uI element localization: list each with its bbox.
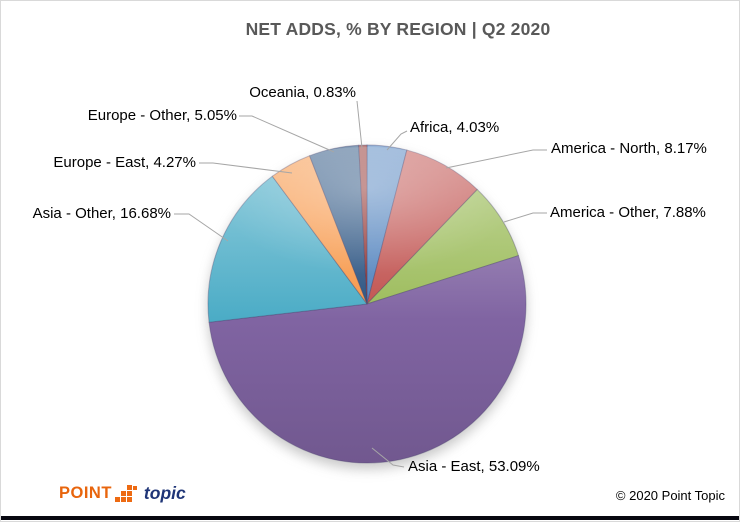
leader-line xyxy=(239,115,335,153)
leader-line xyxy=(503,212,547,223)
leader-line xyxy=(371,447,405,468)
logo-point-text: POINT xyxy=(59,484,112,502)
data-labels: Africa, 4.03% America - North, 8.17% Ameri… xyxy=(33,84,707,475)
leader-line xyxy=(199,162,293,174)
leader-line xyxy=(445,149,547,169)
slice-label: Asia - Other, 16.68% xyxy=(33,205,171,222)
slice-label: Oceania, 0.83% xyxy=(249,84,356,101)
pie-slice-asia-east xyxy=(208,255,527,464)
slice-label: Europe - Other, 5.05% xyxy=(88,107,237,124)
logo-dots-icon xyxy=(114,484,137,502)
footer-bar xyxy=(1,516,739,520)
leader-line xyxy=(174,213,229,242)
copyright-text: © 2020 Point Topic xyxy=(615,488,725,503)
chart-title: NET ADDS, % BY REGION | Q2 2020 xyxy=(245,19,551,39)
pie-gloss-highlight xyxy=(222,147,512,311)
slice-label: Asia - East, 53.09% xyxy=(408,458,540,475)
logo-topic-text: topic xyxy=(143,483,186,503)
leader-lines xyxy=(174,100,547,468)
point-topic-logo: POINT topic xyxy=(59,483,186,504)
leader-line xyxy=(386,130,408,151)
slice-label: America - North, 8.17% xyxy=(551,140,707,157)
slice-label: Africa, 4.03% xyxy=(410,119,499,136)
leader-line xyxy=(356,100,363,149)
slice-label: Europe - East, 4.27% xyxy=(53,154,196,171)
slice-label: America - Other, 7.88% xyxy=(550,204,706,221)
